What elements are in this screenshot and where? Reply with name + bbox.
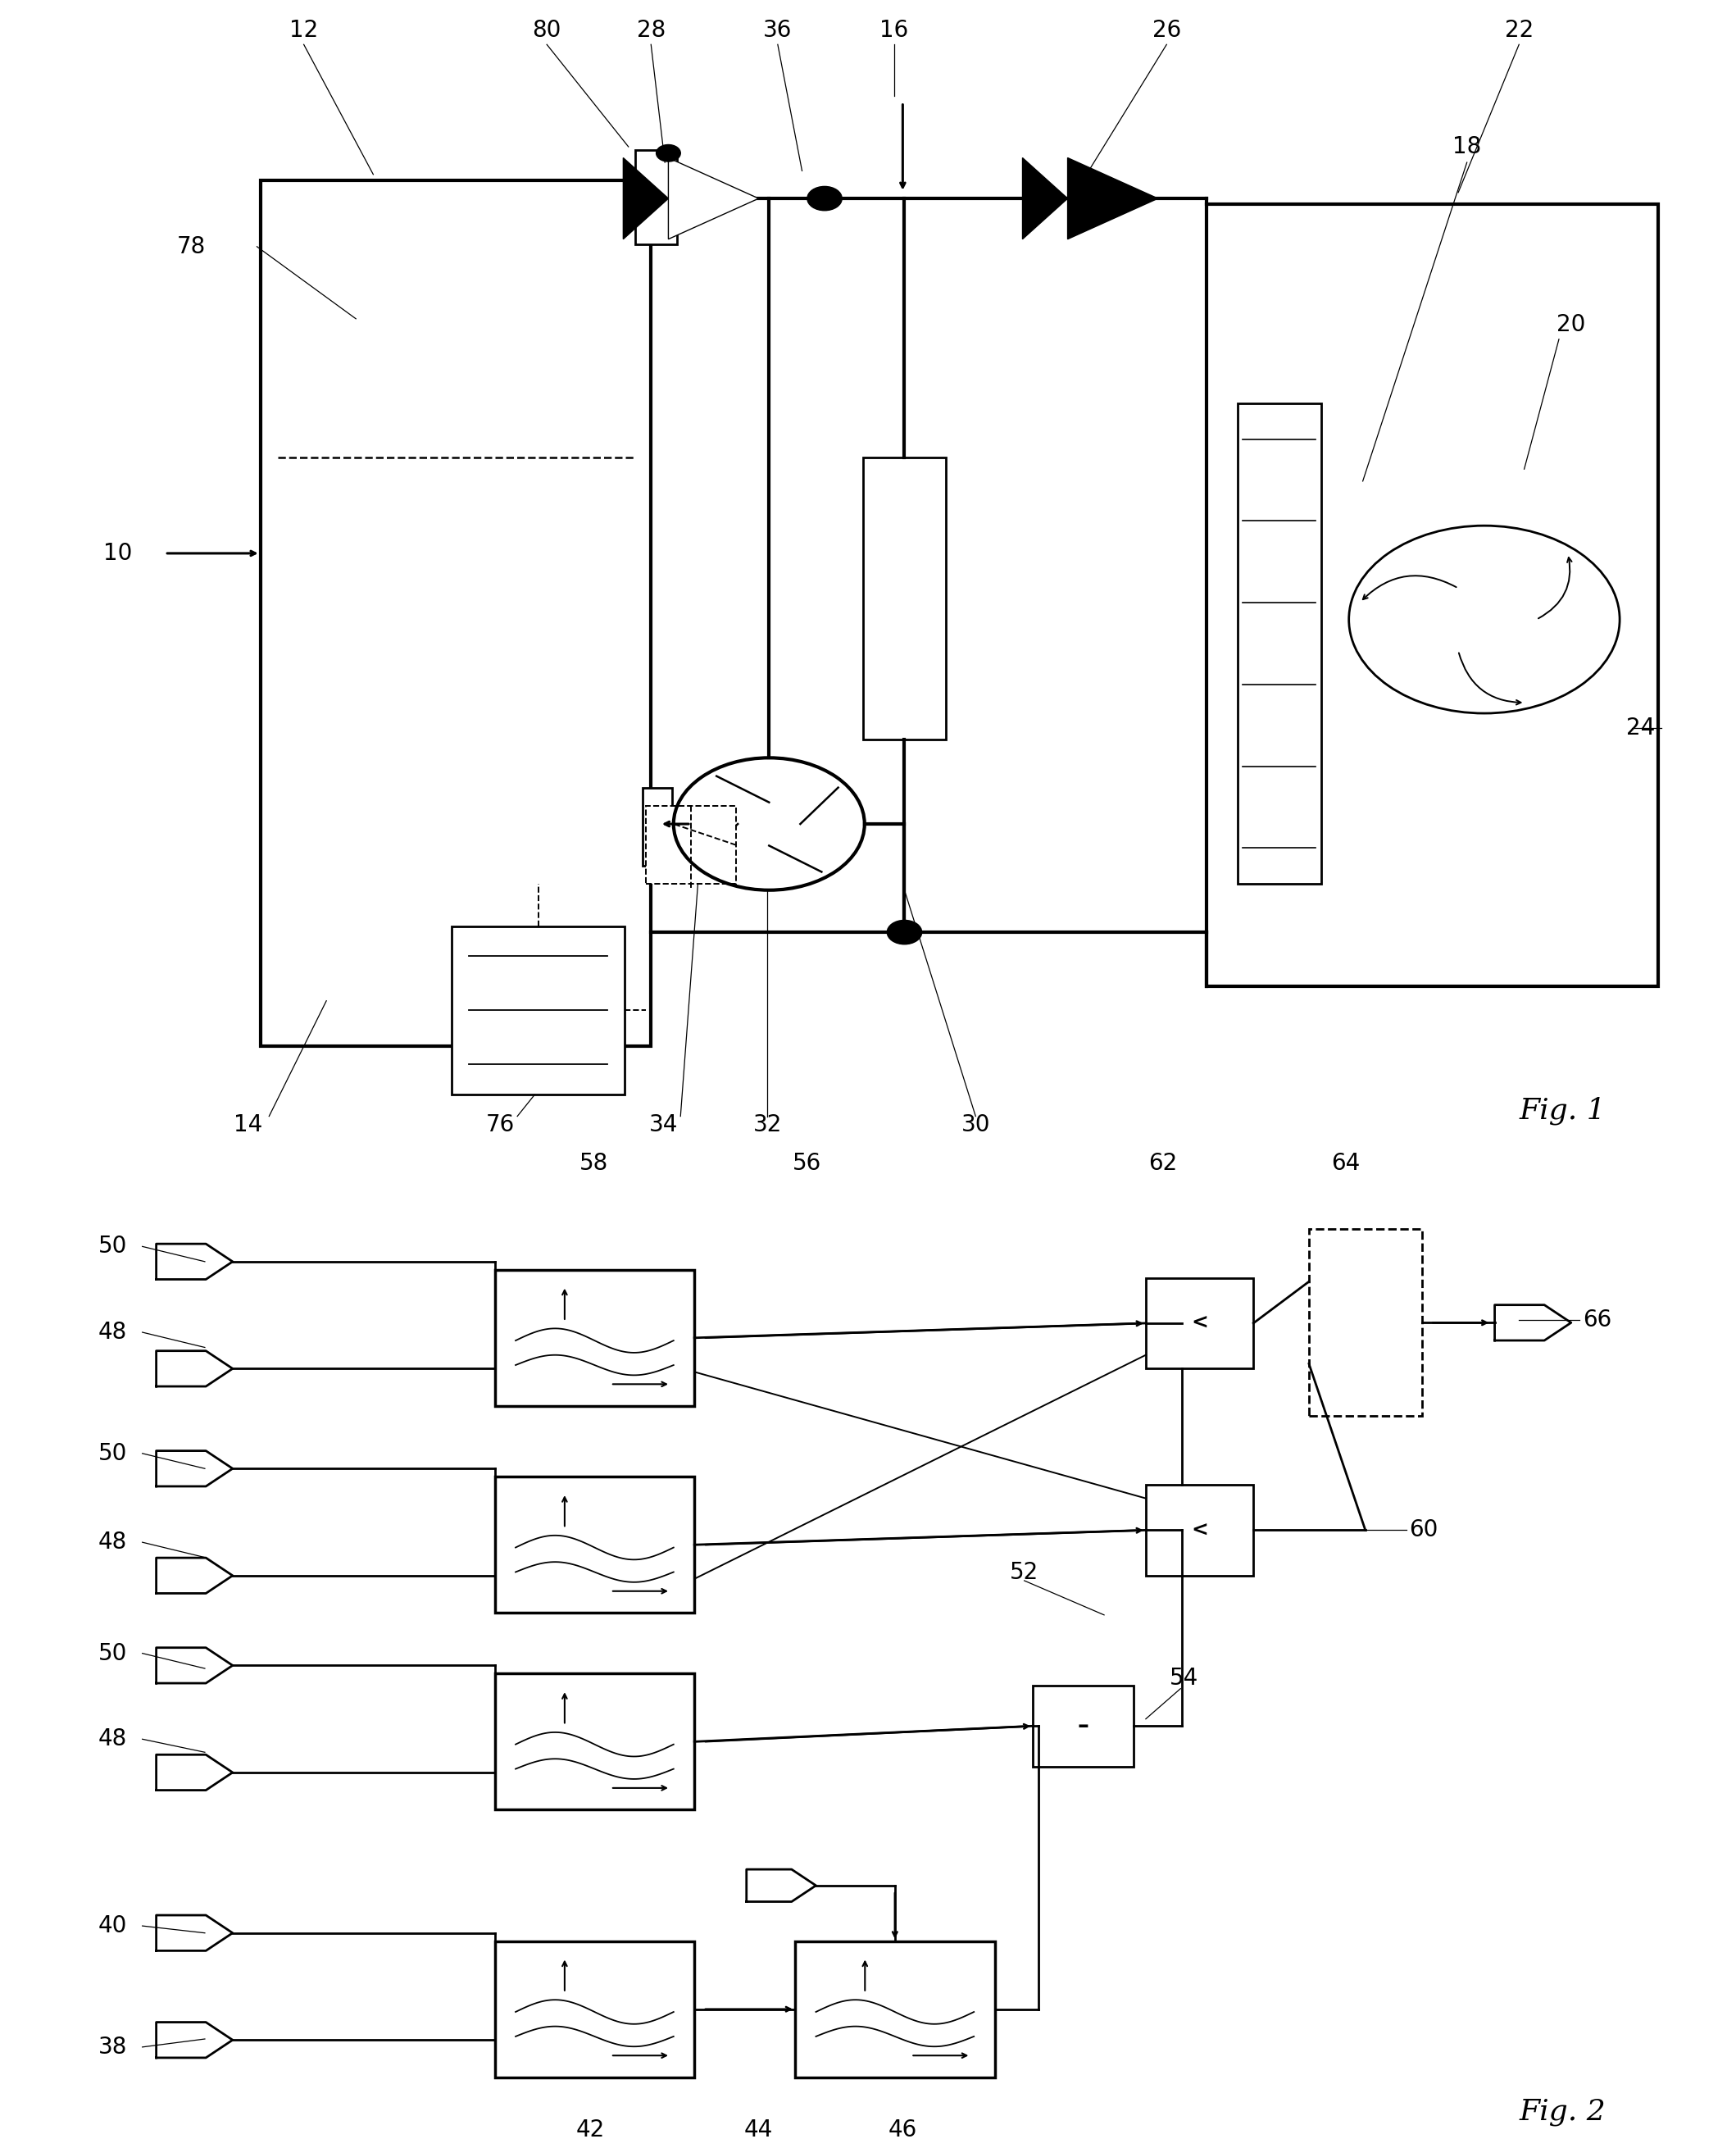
Text: 76: 76: [486, 1113, 514, 1136]
Bar: [1309, 1229, 1422, 1416]
Text: 66: 66: [1583, 1308, 1611, 1332]
Text: 34: 34: [649, 1113, 677, 1136]
Text: 28: 28: [637, 19, 665, 41]
Bar: [646, 806, 736, 885]
Text: <: <: [1191, 1312, 1208, 1334]
Polygon shape: [668, 157, 759, 238]
Bar: [260, 180, 651, 1046]
Text: 50: 50: [99, 1235, 127, 1259]
Polygon shape: [1068, 157, 1158, 238]
Text: 14: 14: [234, 1113, 262, 1136]
Text: <: <: [1191, 1521, 1208, 1540]
Text: 58: 58: [580, 1151, 608, 1175]
Bar: [1238, 404, 1321, 885]
Polygon shape: [1023, 157, 1068, 238]
Text: 42: 42: [576, 2118, 604, 2142]
Text: 48: 48: [99, 1321, 127, 1345]
Bar: [795, 1942, 995, 2077]
Text: 36: 36: [764, 19, 792, 41]
Text: 44: 44: [745, 2118, 773, 2142]
Bar: [1033, 1686, 1134, 1766]
Polygon shape: [623, 157, 668, 238]
Text: 62: 62: [1149, 1151, 1177, 1175]
Text: 12: 12: [290, 19, 318, 41]
Text: 24: 24: [1627, 715, 1654, 739]
Circle shape: [807, 187, 842, 211]
Text: Fig. 2: Fig. 2: [1519, 2099, 1606, 2127]
Text: 32: 32: [753, 1113, 781, 1136]
Text: –: –: [1078, 1714, 1088, 1738]
Text: 50: 50: [99, 1641, 127, 1665]
Bar: [451, 926, 625, 1095]
Text: 20: 20: [1557, 314, 1585, 337]
Bar: [495, 1942, 694, 2077]
Bar: [495, 1269, 694, 1407]
Bar: [1207, 204, 1658, 986]
Bar: [495, 1476, 694, 1613]
Text: 30: 30: [962, 1113, 990, 1136]
Text: 50: 50: [99, 1441, 127, 1465]
Bar: [495, 1673, 694, 1811]
Text: 64: 64: [1332, 1151, 1359, 1175]
Circle shape: [656, 144, 681, 161]
Text: 78: 78: [177, 234, 205, 258]
Text: 48: 48: [99, 1532, 127, 1553]
Bar: [1146, 1278, 1253, 1368]
Text: 46: 46: [889, 2118, 917, 2142]
Bar: [1146, 1484, 1253, 1577]
Text: 26: 26: [1153, 19, 1180, 41]
Text: 40: 40: [99, 1914, 127, 1937]
Text: 48: 48: [99, 1727, 127, 1751]
Text: Fig. 1: Fig. 1: [1519, 1095, 1606, 1126]
Text: 60: 60: [1410, 1519, 1437, 1542]
Text: 10: 10: [104, 541, 132, 565]
Text: 56: 56: [793, 1151, 821, 1175]
Text: 18: 18: [1453, 135, 1481, 159]
Bar: [635, 150, 677, 245]
Text: 80: 80: [533, 19, 561, 41]
Text: 52: 52: [1010, 1562, 1038, 1583]
Text: 54: 54: [1170, 1667, 1198, 1690]
Text: 38: 38: [99, 2036, 127, 2058]
Text: 22: 22: [1505, 19, 1533, 41]
Bar: [863, 458, 946, 739]
Circle shape: [887, 919, 922, 945]
Text: 16: 16: [880, 19, 908, 41]
Bar: [642, 788, 672, 866]
